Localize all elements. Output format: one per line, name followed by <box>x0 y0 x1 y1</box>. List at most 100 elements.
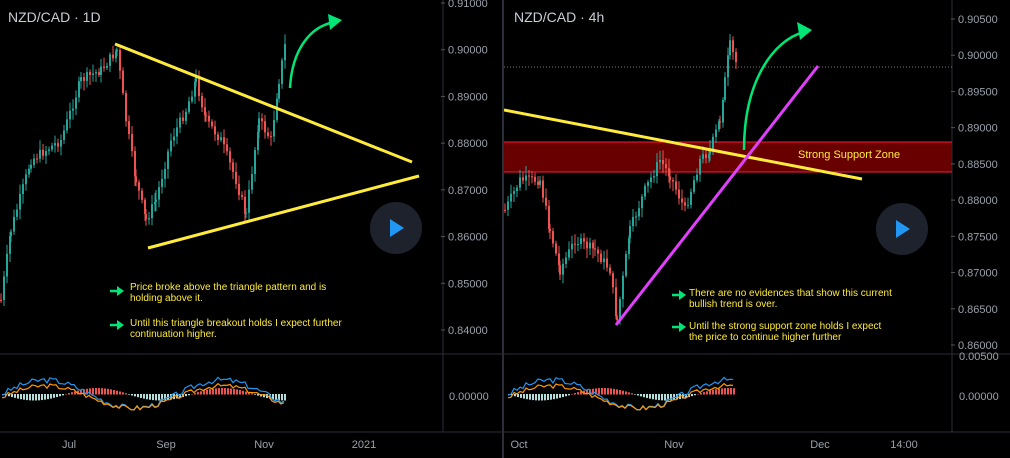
left-y-tick: 0.86000 <box>448 232 488 244</box>
histogram-bar <box>251 393 253 395</box>
triangle-upper-line <box>114 42 413 164</box>
candle-body <box>195 77 197 82</box>
candle-body <box>72 108 74 111</box>
histogram-bar <box>125 393 127 395</box>
candle-body <box>115 51 117 59</box>
signal-line <box>1 382 285 411</box>
histogram-bar <box>604 388 606 395</box>
right-y-tick: 0.90000 <box>958 50 998 62</box>
histogram-bar <box>95 388 97 395</box>
histogram-bar <box>685 394 687 398</box>
candle-body <box>158 187 160 200</box>
candle-body <box>109 54 111 66</box>
resistance-turned-support-line <box>504 108 863 181</box>
right-y-tick: 0.88500 <box>958 159 998 171</box>
histogram-bar <box>143 394 145 399</box>
candle-body <box>696 174 698 181</box>
histogram-bar <box>23 394 25 400</box>
histogram-bar <box>92 388 94 395</box>
left-note-2-text: Until this triangle breakout holds I exp… <box>130 318 342 340</box>
candle-body <box>531 176 533 178</box>
histogram-bar <box>113 389 115 395</box>
candle-body <box>709 149 711 155</box>
candle-body <box>116 49 118 52</box>
left-x-tick: Nov <box>254 439 274 451</box>
candle-body <box>241 194 243 197</box>
candle-body <box>528 175 530 177</box>
histogram-bar <box>119 391 121 395</box>
histogram-bar <box>26 394 28 401</box>
candle-body <box>155 199 157 202</box>
histogram-bar <box>80 389 82 395</box>
candle-body <box>273 120 275 137</box>
histogram-bar <box>239 390 241 395</box>
histogram-bar <box>514 394 516 397</box>
signal-line <box>507 382 734 411</box>
left-y-tick: 0.91000 <box>448 0 488 10</box>
histogram-bar <box>658 394 660 401</box>
candle-body <box>112 54 114 59</box>
left-y-tick: 0.87000 <box>448 185 488 197</box>
candle-body <box>244 196 246 214</box>
candle-body <box>122 70 124 94</box>
candle-body <box>558 253 560 266</box>
candle-body <box>669 176 671 180</box>
candle-body <box>119 49 121 71</box>
left-y-tick: 0.89000 <box>448 91 488 103</box>
histogram-bar <box>568 394 570 396</box>
histogram-bar <box>11 394 13 398</box>
right-x-tick: 14:00 <box>890 439 918 451</box>
histogram-bar <box>562 394 564 398</box>
histogram-bar <box>601 388 603 395</box>
right-indicator-tick: 0.00000 <box>959 391 999 403</box>
histogram-bar <box>703 392 705 395</box>
histogram-bar <box>691 394 693 397</box>
candle-body <box>173 136 175 141</box>
histogram-bar <box>652 394 654 400</box>
histogram-bar <box>535 394 537 401</box>
histogram-bar <box>706 391 708 395</box>
candle-body <box>702 154 704 159</box>
histogram-bar <box>625 391 627 395</box>
candle-body <box>66 119 68 131</box>
right-chart[interactable]: NZD/CAD · 4h Strong Support Zone 0.90500… <box>504 0 1010 458</box>
candle-body <box>19 194 21 210</box>
candle-body <box>145 214 147 220</box>
histogram-bar <box>98 388 100 395</box>
candle-body <box>675 181 677 190</box>
candle-body <box>208 115 210 122</box>
candle-body <box>182 117 184 121</box>
histogram-bar <box>74 391 76 395</box>
candle-body <box>25 174 27 185</box>
candle-body <box>650 177 652 183</box>
play-button[interactable] <box>370 202 422 254</box>
histogram-bar <box>233 388 235 395</box>
candle-body <box>48 149 50 152</box>
histogram-bar <box>116 390 118 395</box>
play-button[interactable] <box>876 203 928 255</box>
candle-body <box>60 139 62 147</box>
candle-body <box>571 243 573 250</box>
histogram-bar <box>56 394 58 398</box>
histogram-bar <box>649 394 651 399</box>
candle-body <box>656 162 658 177</box>
histogram-bar <box>161 394 163 401</box>
candle-body <box>519 177 521 188</box>
candle-body <box>257 131 259 151</box>
right-y-axis: 0.90500 0.90000 0.89500 0.89000 0.88500 0.880… <box>951 14 998 352</box>
candle-body <box>729 40 731 56</box>
arrow-right-icon <box>110 320 124 330</box>
histogram-bar <box>131 394 133 396</box>
histogram-bar <box>628 392 630 395</box>
candle-body <box>616 316 618 320</box>
histogram-bar <box>227 388 229 395</box>
candle-body <box>662 159 664 165</box>
candle-body <box>248 189 250 213</box>
histogram-bar <box>224 388 226 395</box>
candle-body <box>625 254 627 276</box>
histogram-bar <box>697 393 699 395</box>
left-chart[interactable]: NZD/CAD · 1D 0.91000 0.90000 0.89000 0.8800… <box>0 0 504 458</box>
histogram-bar <box>149 394 151 400</box>
histogram-bar <box>152 394 154 401</box>
candle-body <box>278 83 280 99</box>
